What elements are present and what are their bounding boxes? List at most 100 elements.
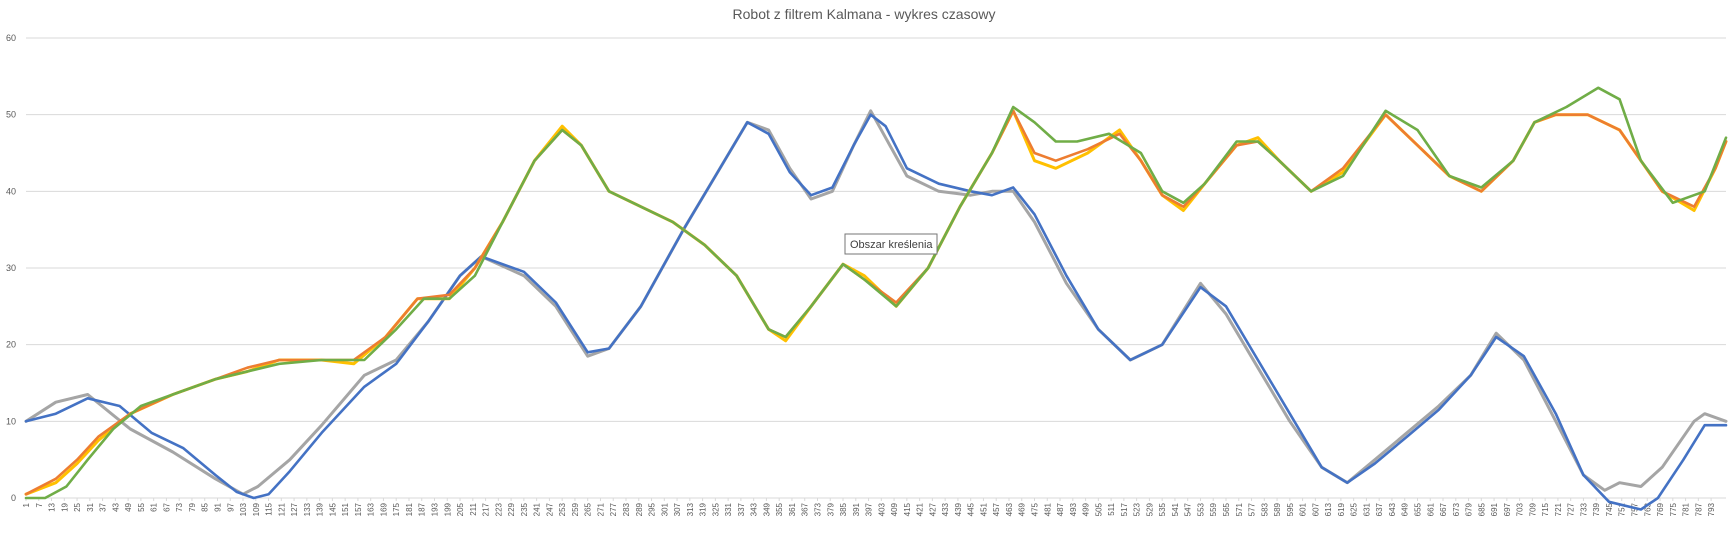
x-tick-label: 577	[1248, 502, 1257, 516]
x-tick-label: 619	[1337, 502, 1346, 516]
x-tick-label: 637	[1375, 502, 1384, 516]
x-tick-label: 175	[392, 502, 401, 516]
x-tick-label: 481	[1043, 502, 1052, 516]
x-tick-label: 73	[175, 502, 184, 511]
x-tick-label: 61	[150, 502, 159, 511]
x-tick-label: 229	[507, 502, 516, 516]
x-tick-label: 517	[1120, 502, 1129, 516]
x-tick-label: 379	[826, 502, 835, 516]
x-tick-label: 115	[265, 502, 274, 515]
x-tick-label: 25	[73, 502, 82, 511]
x-tick-label: 85	[201, 502, 210, 511]
x-tick-label: 769	[1656, 502, 1665, 516]
x-tick-label: 343	[750, 502, 759, 516]
x-tick-label: 109	[252, 502, 261, 516]
x-tick-label: 337	[737, 502, 746, 516]
x-tick-label: 1	[22, 502, 31, 507]
x-tick-label: 397	[865, 502, 874, 516]
x-tick-label: 463	[1005, 502, 1014, 516]
x-tick-label: 631	[1362, 502, 1371, 516]
x-tick-label: 649	[1401, 502, 1410, 516]
x-tick-label: 289	[635, 502, 644, 516]
x-tick-label: 733	[1579, 502, 1588, 516]
chart-title: Robot z filtrem Kalmana - wykres czasowy	[733, 6, 996, 22]
x-tick-label: 451	[979, 502, 988, 516]
x-tick-label: 187	[418, 502, 427, 516]
x-tick-label: 355	[775, 502, 784, 516]
x-tick-label: 31	[86, 502, 95, 511]
x-tick-label: 745	[1605, 502, 1614, 516]
x-tick-label: 493	[1069, 502, 1078, 516]
x-tick-label: 91	[213, 502, 222, 511]
y-tick-label: 30	[6, 263, 16, 273]
series-line-1	[24, 109, 1728, 496]
x-tick-label: 553	[1196, 502, 1205, 516]
y-tick-label: 40	[6, 186, 16, 196]
x-tick-label: 181	[405, 502, 414, 516]
x-tick-label: 457	[992, 502, 1001, 516]
x-tick-label: 643	[1388, 502, 1397, 516]
x-tick-label: 349	[762, 502, 771, 516]
x-tick-label: 793	[1707, 502, 1716, 516]
x-tick-label: 571	[1235, 502, 1244, 516]
x-tick-label: 163	[367, 502, 376, 516]
x-tick-label: 685	[1477, 502, 1486, 516]
x-tick-label: 103	[239, 502, 248, 516]
x-tick-label: 673	[1452, 502, 1461, 516]
x-tick-label: 727	[1567, 502, 1576, 516]
x-tick-label: 595	[1286, 502, 1295, 516]
x-tick-label: 295	[648, 502, 657, 516]
x-tick-label: 667	[1439, 502, 1448, 516]
x-tick-label: 247	[545, 502, 554, 516]
x-tick-label: 487	[1056, 502, 1065, 516]
y-tick-label: 50	[6, 110, 16, 120]
x-tick-label: 283	[622, 502, 631, 516]
x-tick-label: 331	[724, 502, 733, 516]
x-tick-label: 241	[533, 502, 542, 516]
x-tick-label: 613	[1324, 502, 1333, 516]
x-tick-label: 193	[431, 502, 440, 516]
x-tick-label: 787	[1694, 502, 1703, 516]
x-tick-label: 691	[1490, 502, 1499, 516]
y-tick-label: 60	[6, 33, 16, 43]
x-tick-label: 211	[469, 502, 478, 515]
x-tick-label: 505	[1094, 502, 1103, 516]
x-tick-label: 661	[1426, 502, 1435, 516]
x-tick-label: 655	[1413, 502, 1422, 516]
x-tick-label: 49	[124, 502, 133, 511]
x-tick-label: 37	[99, 502, 108, 511]
series-line-4	[24, 109, 1728, 496]
tooltip-text: Obszar kreślenia	[850, 239, 933, 251]
x-tick-label: 139	[316, 502, 325, 516]
x-tick-label: 313	[686, 502, 695, 516]
series-line-2	[24, 113, 1728, 511]
y-tick-label: 20	[6, 340, 16, 350]
x-tick-label: 739	[1592, 502, 1601, 516]
x-tick-label: 373	[813, 502, 822, 516]
x-tick-label: 469	[1018, 502, 1027, 516]
x-tick-label: 775	[1669, 502, 1678, 516]
y-tick-label: 10	[6, 416, 16, 426]
x-tick-label: 427	[928, 502, 937, 516]
x-tick-label: 715	[1541, 502, 1550, 516]
x-tick-label: 721	[1554, 502, 1563, 516]
x-tick-label: 19	[60, 502, 69, 511]
gridlines	[26, 37, 1726, 499]
x-tick-label: 121	[277, 502, 286, 516]
x-tick-label: 697	[1503, 502, 1512, 516]
x-tick-label: 253	[558, 502, 567, 516]
x-tick-label: 199	[443, 502, 452, 516]
x-tick-label: 385	[839, 502, 848, 516]
x-tick-label: 535	[1158, 502, 1167, 516]
x-tick-label: 265	[584, 502, 593, 516]
x-tick-label: 415	[903, 502, 912, 516]
x-tick-label: 703	[1516, 502, 1525, 516]
x-tick-label: 319	[699, 502, 708, 516]
y-tick-label: 0	[11, 493, 16, 503]
x-tick-label: 589	[1273, 502, 1282, 516]
y-axis-ticks: 0 10 20 30 40 50 60	[6, 33, 16, 503]
x-tick-label: 529	[1145, 502, 1154, 516]
x-tick-label: 439	[954, 502, 963, 516]
x-axis-ticks: 1 7 13 19 25 31 37 43 49 55 61 67 73 79 85 91 97 103 109 11…	[22, 498, 1716, 516]
x-tick-label: 259	[571, 502, 580, 516]
